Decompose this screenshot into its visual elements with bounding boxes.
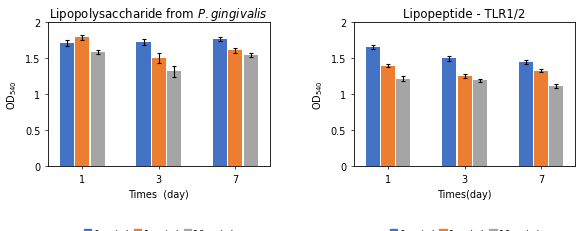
Bar (396, 79, 410, 166)
Y-axis label: OD$_{540}$: OD$_{540}$ (6, 79, 19, 109)
Bar (243, 55, 257, 166)
Bar (519, 63, 533, 166)
Title: Lipopeptide - TLR1/2: Lipopeptide - TLR1/2 (403, 8, 526, 21)
Legend: 0 ug/ml, 1 ug/ml, 10 ug/ml: 0 ug/ml, 1 ug/ml, 10 ug/ml (80, 225, 238, 231)
X-axis label: Times  (day): Times (day) (128, 189, 189, 199)
Bar (137, 43, 150, 166)
Bar (534, 71, 548, 166)
X-axis label: Times(day): Times(day) (437, 189, 492, 199)
Title: Lipopolysaccharide from $\it{P. gingivalis}$: Lipopolysaccharide from $\it{P. gingival… (49, 6, 268, 22)
Bar (167, 72, 181, 166)
Bar (366, 48, 380, 166)
Y-axis label: OD$_{540}$: OD$_{540}$ (311, 79, 325, 109)
Bar (458, 76, 472, 166)
Bar (152, 59, 166, 166)
Bar (60, 44, 74, 166)
Bar (381, 66, 395, 166)
Bar (91, 53, 105, 166)
Legend: 0 ug/ml, 1 ug/ml, 10 ug/ml: 0 ug/ml, 1 ug/ml, 10 ug/ml (386, 225, 543, 231)
Bar (549, 86, 564, 166)
Bar (228, 51, 242, 166)
Bar (442, 59, 456, 166)
Bar (76, 38, 89, 166)
Bar (473, 81, 487, 166)
Bar (213, 40, 227, 166)
